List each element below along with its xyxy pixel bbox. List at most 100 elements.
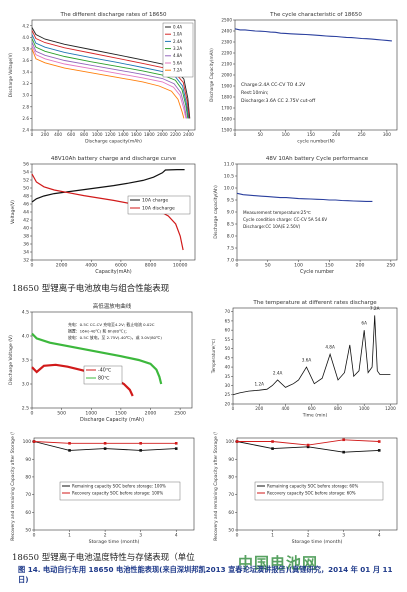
chart-48v-cycle: 48V 10Ah battery Cycle performance 0 50 100…: [213, 156, 398, 275]
y-tick-label: 20: [225, 401, 231, 406]
x-tick-label: 10000: [173, 263, 188, 269]
series-line-2: [31, 34, 189, 119]
y-tick-label: 10.0: [224, 186, 234, 192]
y-tick-label: 80: [228, 474, 234, 480]
legend-label: 3.2A: [173, 46, 182, 51]
x-tick-label: 1600: [131, 132, 142, 137]
y-tick-label: 50: [23, 186, 29, 192]
y-tick-label: 46: [23, 202, 29, 208]
chart-48v-charge-discharge: 48V10Ah battery charge and discharge cur…: [10, 156, 196, 275]
x-tick-label: 8000: [145, 263, 157, 269]
x-tick-label: 500: [57, 411, 66, 417]
chart-note: 搁置：16H(-40℃) 和 6h(80℃)；: [68, 329, 129, 334]
series-line-5: [31, 45, 187, 119]
x-tick-label: 2000: [56, 263, 68, 269]
x-tick-label: 1500: [115, 411, 127, 417]
y-tick-label: 7.0: [227, 258, 234, 264]
legend-box: [59, 481, 181, 501]
caption-top: 18650 型锂离子电池放电与组合性能表现: [12, 284, 170, 294]
plot-frame: [31, 19, 196, 131]
y-tick-label: 52: [23, 178, 29, 184]
peak-label: 4.8A: [325, 345, 335, 350]
y-tick-label: 40: [23, 226, 29, 232]
legend-box: [162, 22, 194, 78]
chart-storage-100: 0 1 2 3 4 50 60 70 80 90 100 Storage time (month) Re…: [10, 432, 195, 545]
x-tick-label: 1000: [359, 406, 370, 411]
y-tick-label: 3.8: [22, 46, 29, 51]
y-tick-label: 65: [225, 318, 231, 323]
y-tick-label: 60: [225, 328, 231, 333]
chart-cycle-18650: The cycle characteristic of 18650 0 50 100 1…: [209, 12, 398, 144]
y-tick-label: 3.5: [22, 358, 29, 364]
x-axis-label: cycle number(N): [297, 138, 335, 144]
legend-label: 7.2A: [173, 68, 182, 73]
x-axis-label: Storage time (month): [89, 539, 140, 545]
x-tick-label: 800: [80, 132, 88, 137]
x-tick-label: 2: [307, 532, 310, 538]
x-axis-label: Time (min): [302, 412, 328, 418]
series-line-0: [236, 192, 373, 202]
y-tick-label: 45: [225, 355, 231, 360]
x-tick-label: 50: [258, 132, 264, 137]
chart-title: 48V 10Ah battery Cycle performance: [266, 156, 369, 162]
data-point: [342, 450, 345, 454]
y-tick-label: 3.4: [22, 70, 29, 75]
legend-label: Recovery capacity SOC before storage: 10…: [72, 490, 163, 495]
chart-note: Measurement temperature:25℃: [243, 210, 311, 215]
chart-title: The temperature at different rates disch…: [252, 300, 377, 306]
x-axis-label: Capacity(mAh): [95, 269, 131, 275]
series-line-1: [31, 173, 184, 251]
x-tick-label: 4: [378, 532, 381, 538]
y-tick-label: 9.5: [227, 198, 234, 204]
x-tick-label: 1400: [118, 132, 129, 137]
legend-label: 10A charge: [142, 198, 168, 204]
x-tick-label: 100: [282, 132, 290, 137]
data-point: [377, 440, 381, 443]
figure-caption: 图 14. 电动自行车用 18650 电池性能表现(来自深圳邦凯2013 宣春论…: [18, 565, 393, 584]
x-tick-label: 200: [41, 132, 49, 137]
x-tick-label: 0: [31, 263, 34, 269]
x-tick-label: 0: [236, 263, 239, 269]
y-tick-label: 56: [23, 162, 29, 168]
x-tick-label: 600: [67, 132, 75, 137]
legend-label: Remaining capacity SOC before storage: 6…: [267, 483, 358, 488]
data-point: [174, 447, 178, 450]
x-tick-label: 200: [332, 132, 340, 137]
x-tick-label: 250: [358, 132, 366, 137]
y-tick-label: 2300: [221, 39, 232, 44]
y-tick-label: 4.0: [22, 334, 29, 340]
y-tick-label: 2.8: [22, 104, 29, 109]
y-tick-label: 54: [23, 170, 29, 176]
chart-note: Discharge:3.6A CC 2.75V cut-off: [241, 98, 316, 104]
x-tick-label: 1: [271, 532, 274, 538]
chart-note: 放电：0.5C 放电，至 2.75V(-40℃)，或 3.0V(80℃): [68, 335, 162, 340]
series-line-6: [31, 48, 185, 119]
y-tick-label: 25: [225, 392, 231, 397]
series-line-4: [31, 41, 187, 119]
legend-label: 2.4A: [173, 39, 182, 44]
x-tick-label: 1200: [105, 132, 116, 137]
x-tick-label: 1200: [385, 406, 396, 411]
y-axis-label: Voltage(V): [10, 200, 16, 224]
legend-label: Remaining capacity SOC before storage: 1…: [72, 483, 166, 488]
y-tick-label: 7.5: [227, 246, 234, 252]
legend-label: 80℃: [98, 376, 110, 382]
y-tick-label: 8.5: [227, 222, 234, 228]
x-tick-label: 1800: [144, 132, 155, 137]
x-tick-label: 0: [232, 406, 235, 411]
y-tick-label: 2.6: [22, 116, 29, 121]
data-point: [103, 442, 107, 445]
caption-bottom: 18650 型锂离子电池温度特性与存储表现（单位: [12, 553, 195, 563]
x-tick-label: 150: [325, 263, 334, 269]
x-tick-label: 250: [386, 263, 395, 269]
x-tick-label: 4000: [85, 263, 97, 269]
x-tick-label: 2200: [170, 132, 181, 137]
data-point: [342, 438, 345, 442]
y-tick-label: 40: [225, 365, 231, 370]
legend-label: Recovery capacity SOC before storage: 60…: [267, 490, 356, 495]
y-tick-label: 48: [23, 194, 29, 200]
series-line-0: [234, 28, 392, 42]
y-tick-label: 70: [25, 492, 31, 498]
x-tick-label: 2: [104, 532, 107, 538]
